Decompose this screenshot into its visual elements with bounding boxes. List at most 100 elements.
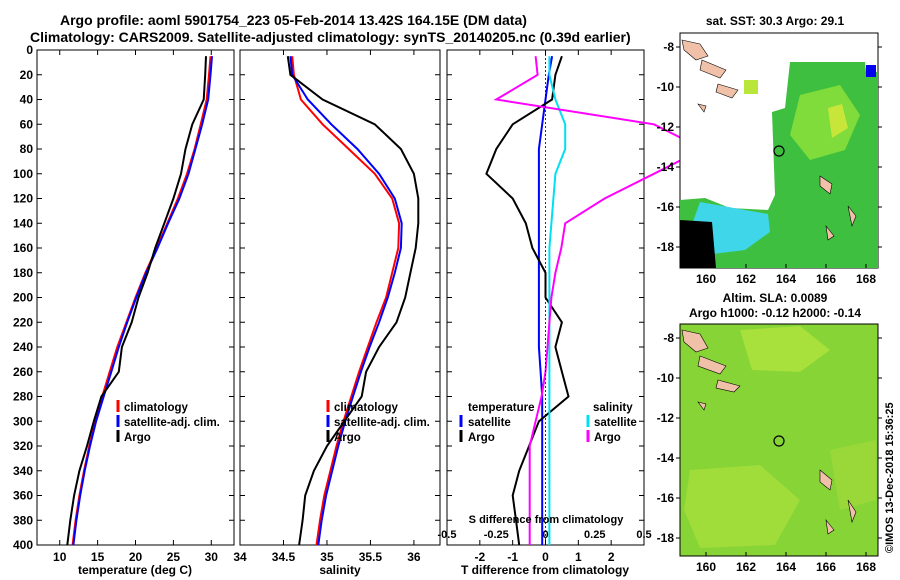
sst-argo-marker bbox=[773, 145, 785, 157]
legend-title-salinity: salinity bbox=[593, 402, 633, 414]
y-tick-label: 240 bbox=[13, 340, 33, 354]
x-tick-label: 34.5 bbox=[272, 550, 296, 564]
legend-label-t-satellite: satellite bbox=[468, 417, 511, 429]
sla-islands-east bbox=[819, 469, 857, 535]
sla-map-axes: 160 162 164 166 168 -8 -10 -12 -14 -16 -18 bbox=[657, 331, 882, 574]
legend-label-t-argo: Argo bbox=[468, 432, 495, 444]
y-tick-label: 320 bbox=[13, 439, 33, 453]
sst-warm-patch bbox=[790, 85, 860, 160]
legend-label-satellite: satellite-adj. clim. bbox=[124, 417, 220, 429]
map-lon-label: 168 bbox=[856, 560, 876, 574]
x-tick-label: 35.5 bbox=[359, 550, 383, 564]
y-tick-label: 100 bbox=[13, 167, 33, 181]
x-tick-label: 20 bbox=[129, 550, 143, 564]
x-tick-label: 34 bbox=[233, 550, 247, 564]
y-tick-label: 160 bbox=[13, 241, 33, 255]
legend-label-satellite: satellite-adj. clim. bbox=[334, 417, 430, 429]
y-tick-label: 360 bbox=[13, 489, 33, 503]
salinity-legend: climatology satellite-adj. clim. Argo bbox=[326, 400, 430, 444]
map-lat-label: -10 bbox=[657, 371, 675, 385]
map-lon-label: 168 bbox=[856, 272, 876, 286]
s-tick-label: -0.5 bbox=[438, 529, 457, 541]
x-tick-label: 15 bbox=[91, 550, 105, 564]
temperature-xlabel: temperature (deg C) bbox=[78, 563, 192, 577]
y-tick-label: 400 bbox=[13, 538, 33, 552]
y-tick-label: 0 bbox=[26, 43, 33, 57]
sst-map-title: sat. SST: 30.3 Argo: 29.1 bbox=[706, 14, 845, 28]
sst-missing-data bbox=[680, 220, 716, 268]
y-tick-label: 340 bbox=[13, 464, 33, 478]
legend-label-s-argo: Argo bbox=[594, 432, 621, 444]
series-argo bbox=[286, 56, 420, 546]
series-satellite-adj bbox=[289, 56, 403, 546]
figure-title-line2: Climatology: CARS2009. Satellite-adjuste… bbox=[30, 29, 631, 45]
sst-pixel bbox=[866, 65, 876, 77]
figure-title-line1: Argo profile: aoml 5901754_223 05-Feb-20… bbox=[60, 12, 527, 28]
sst-warm-core bbox=[828, 104, 848, 138]
map-lon-label: 162 bbox=[736, 272, 756, 286]
map-lat-label: -12 bbox=[657, 411, 675, 425]
legend-label-argo: Argo bbox=[124, 432, 151, 444]
series-s-argo bbox=[493, 56, 706, 545]
series-t-argo bbox=[485, 55, 570, 546]
y-tick-label: 80 bbox=[20, 142, 34, 156]
map-lon-label: 166 bbox=[816, 560, 836, 574]
s-difference-label: S difference from climatology bbox=[469, 514, 625, 526]
legend-label-climatology: climatology bbox=[124, 402, 189, 414]
map-lon-label: 164 bbox=[776, 560, 796, 574]
y-tick-label: 260 bbox=[13, 365, 33, 379]
y-tick-label: 120 bbox=[13, 192, 33, 206]
difference-plot: -2 -1 0 1 2-0.5 -0.25 0 0.25 0.5 bbox=[438, 49, 706, 564]
difference-xlabel: T difference from climatology bbox=[461, 563, 629, 577]
series-argo bbox=[66, 56, 207, 546]
salinity-xlabel: salinity bbox=[319, 563, 361, 577]
map-lon-label: 160 bbox=[696, 272, 716, 286]
y-tick-label: 60 bbox=[20, 117, 34, 131]
sla-patch bbox=[830, 440, 876, 510]
map-lon-label: 164 bbox=[776, 272, 796, 286]
x-tick-label: -1 bbox=[507, 550, 518, 564]
series-satellite-adj bbox=[72, 56, 213, 546]
s-tick-label: 0 bbox=[542, 529, 548, 541]
series-s-satellite bbox=[548, 56, 567, 545]
s-tick-label: 0.25 bbox=[584, 529, 605, 541]
s-tick-label: -0.25 bbox=[484, 529, 509, 541]
difference-legend: temperature satellite Argo salinity sate… bbox=[459, 402, 637, 444]
y-tick-label: 180 bbox=[13, 266, 33, 280]
legend-label-climatology: climatology bbox=[334, 402, 399, 414]
y-tick-label: 280 bbox=[13, 390, 33, 404]
sla-map-title1: Altim. SLA: 0.0089 bbox=[723, 291, 828, 305]
map-lat-label: -16 bbox=[657, 200, 675, 214]
map-lat-label: -10 bbox=[657, 80, 675, 94]
legend-title-temperature: temperature bbox=[468, 402, 534, 414]
sst-map: 160 162 164 166 168 -8 -10 -12 -14 -16 -18 bbox=[657, 32, 882, 286]
y-tick-label: 140 bbox=[13, 216, 33, 230]
x-tick-label: 10 bbox=[53, 550, 67, 564]
sst-islands bbox=[681, 39, 739, 113]
sst-pixel bbox=[744, 80, 758, 94]
sla-argo-marker bbox=[773, 435, 785, 447]
y-tick-label: 200 bbox=[13, 291, 33, 305]
series-climatology bbox=[291, 56, 401, 546]
map-lat-label: -8 bbox=[663, 331, 674, 345]
s-tick-label: 0.5 bbox=[636, 529, 651, 541]
map-lat-label: -18 bbox=[657, 240, 675, 254]
x-tick-label: 36 bbox=[407, 550, 421, 564]
sla-patch bbox=[740, 326, 830, 372]
map-lat-label: -14 bbox=[657, 451, 675, 465]
sst-islands-east bbox=[819, 175, 857, 241]
sla-map: 160 162 164 166 168 -8 -10 -12 -14 -16 -18 bbox=[657, 323, 882, 574]
x-tick-label: -2 bbox=[474, 550, 485, 564]
salinity-plot: 34 34.5 35 35.5 36 bbox=[233, 49, 440, 564]
series-t-satellite bbox=[537, 56, 554, 545]
y-tick-label: 220 bbox=[13, 315, 33, 329]
map-lat-label: -18 bbox=[657, 531, 675, 545]
sla-patch bbox=[684, 465, 800, 548]
sla-map-title2: Argo h1000: -0.12 h2000: -0.14 bbox=[689, 306, 861, 320]
map-lat-label: -8 bbox=[663, 40, 674, 54]
x-tick-label: 1 bbox=[575, 550, 582, 564]
map-lat-label: -12 bbox=[657, 120, 675, 134]
y-tick-label: 380 bbox=[13, 513, 33, 527]
salinity-panel bbox=[239, 49, 441, 546]
